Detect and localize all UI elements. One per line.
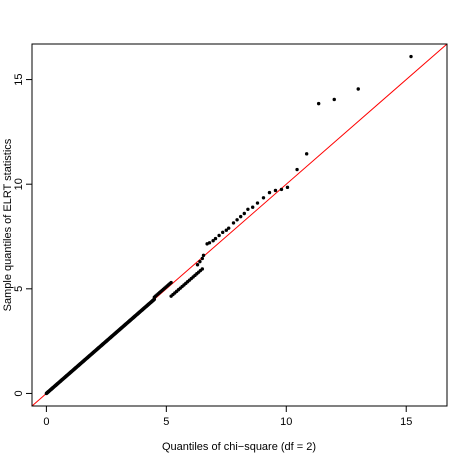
data-point [211, 238, 215, 243]
x-tick-label: 10 [280, 416, 292, 428]
y-tick-label: 10 [13, 178, 25, 190]
data-point [295, 167, 299, 172]
data-point [200, 267, 205, 271]
data-point [207, 241, 212, 245]
data-point [227, 226, 231, 230]
data-point [217, 233, 221, 238]
data-point [279, 187, 284, 192]
data-point [285, 185, 290, 190]
data-point [224, 228, 229, 232]
data-point [246, 207, 250, 212]
data-point [332, 97, 336, 102]
data-point [169, 280, 173, 285]
data-point [242, 211, 246, 216]
data-point [261, 196, 266, 200]
data-point [221, 230, 225, 235]
y-tick-label: 0 [13, 390, 25, 396]
y-axis: 0 5 10 15 [13, 73, 32, 397]
data-point [195, 263, 200, 267]
y-tick-label: 5 [13, 286, 25, 292]
data-point [238, 214, 243, 219]
x-axis: 0 5 10 15 [43, 406, 412, 428]
x-axis-label: Quantiles of chi−square (df = 2) [162, 441, 316, 453]
data-point [200, 256, 205, 261]
data-point [198, 259, 202, 264]
data-point [409, 54, 413, 59]
data-point [250, 205, 255, 209]
data-point [235, 218, 239, 222]
data-point [316, 101, 321, 106]
data-layer [31, 43, 448, 407]
y-axis-label: Sample quantiles of ELRT statistics [2, 138, 14, 311]
data-point [356, 87, 360, 91]
data-point [267, 190, 272, 195]
data-point [273, 188, 278, 193]
data-point [201, 253, 206, 258]
x-tick-label: 15 [400, 416, 412, 428]
data-point [255, 201, 260, 205]
data-point [304, 152, 309, 156]
x-tick-label: 0 [43, 416, 49, 428]
data-point [213, 236, 218, 241]
data-point [231, 221, 236, 225]
y-tick-label: 15 [13, 73, 25, 85]
x-tick-label: 5 [163, 416, 169, 428]
plot-frame [31, 43, 448, 407]
